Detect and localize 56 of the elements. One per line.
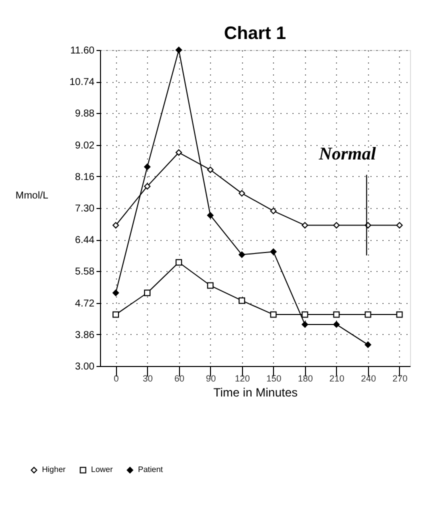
x-tick-label: 60 — [174, 374, 184, 384]
point — [333, 321, 340, 328]
point — [270, 248, 277, 255]
x-axis-title: Time in Minutes — [213, 386, 298, 400]
y-tick-label: 8.16 — [75, 172, 95, 183]
point — [144, 183, 151, 190]
x-tick-label: 150 — [266, 374, 282, 384]
point — [112, 311, 119, 318]
point — [238, 297, 246, 304]
y-tick-label: 5.58 — [75, 266, 95, 278]
point — [176, 149, 182, 156]
x-tick-label: 210 — [329, 374, 344, 384]
point — [112, 222, 119, 229]
point — [207, 212, 214, 219]
chart-title: Chart 1 — [224, 23, 286, 43]
point — [364, 311, 372, 318]
point — [333, 311, 340, 318]
x-tick-label: 180 — [298, 374, 313, 384]
y-tick-label: 4.72 — [75, 298, 95, 310]
y-tick-label: 6.44 — [75, 235, 95, 246]
point — [144, 164, 151, 170]
point — [333, 222, 340, 229]
x-tick-label: 30 — [142, 374, 153, 384]
annotation: Normal — [318, 143, 376, 164]
point — [238, 251, 246, 258]
point — [270, 311, 277, 318]
y-tick-label: 3.86 — [75, 330, 95, 341]
point — [207, 282, 214, 289]
point — [364, 341, 372, 348]
x-tick-label: 240 — [360, 374, 376, 384]
point — [112, 290, 119, 296]
point — [396, 311, 403, 318]
legend-label: Patient — [138, 465, 164, 474]
point — [302, 222, 308, 229]
point — [302, 311, 308, 318]
y-tick-label: 7.30 — [75, 204, 95, 214]
point — [144, 290, 151, 296]
y-tick-label: 9.02 — [75, 140, 95, 152]
point — [207, 166, 214, 174]
x-tick-label: 120 — [234, 374, 250, 384]
point — [270, 208, 277, 214]
y-tick-label: 9.88 — [75, 108, 95, 120]
x-tick-label: 90 — [206, 374, 216, 384]
y-axis-title: Mmol/L — [16, 190, 49, 202]
point — [396, 222, 403, 229]
point — [176, 259, 182, 266]
point — [302, 321, 308, 328]
x-tick-label: 0 — [114, 374, 119, 384]
legend-label: Lower — [91, 465, 114, 474]
point — [238, 190, 246, 197]
legend-label: Higher — [42, 465, 66, 474]
point — [176, 46, 182, 54]
x-tick-label: 270 — [392, 374, 408, 384]
y-tick-label: 3.00 — [75, 362, 95, 372]
y-tick-label: 10.74 — [69, 77, 95, 88]
y-tick-label: 11.60 — [70, 46, 95, 56]
